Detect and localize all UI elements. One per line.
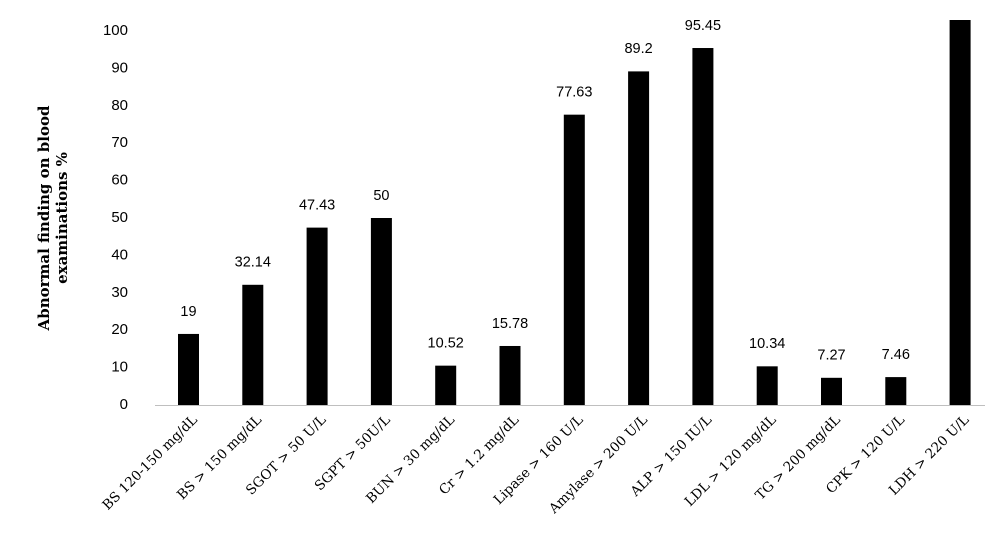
bars <box>178 20 971 405</box>
y-tick-label: 20 <box>111 321 128 338</box>
bar <box>435 365 457 405</box>
y-axis-title-line: examinations % <box>53 152 71 284</box>
y-tick-label: 0 <box>120 396 128 413</box>
bar <box>885 377 907 405</box>
y-axis-title-line: Abnormal finding on blood <box>35 105 53 331</box>
data-label: 15.78 <box>492 316 528 332</box>
bar <box>628 71 650 405</box>
data-label: 10.52 <box>428 335 464 351</box>
bar <box>370 218 392 405</box>
bar <box>692 48 714 405</box>
data-label: 10.34 <box>749 336 785 352</box>
y-tick-label: 60 <box>111 172 128 189</box>
y-tick-label: 100 <box>103 22 128 39</box>
data-label: 32.14 <box>235 255 271 271</box>
bar <box>563 114 585 405</box>
data-label: 77.63 <box>556 84 592 100</box>
y-tick-label: 50 <box>111 209 128 226</box>
bar <box>821 377 842 405</box>
y-axis-ticks: 0 10 20 30 40 50 60 70 80 90 100 <box>103 22 128 413</box>
y-tick-label: 30 <box>111 284 128 301</box>
y-tick-label: 70 <box>111 134 128 151</box>
data-label: 50 <box>373 188 389 204</box>
data-label: 47.43 <box>299 197 335 213</box>
data-labels: 19 32.14 47.43 50 10.52 15.78 77.63 89.2 95.45 10… <box>180 18 909 364</box>
data-label: 89.2 <box>624 41 652 57</box>
bar <box>306 227 328 405</box>
bar <box>178 333 199 405</box>
y-tick-label: 80 <box>111 97 128 114</box>
data-label: 95.45 <box>685 18 721 34</box>
y-tick-label: 90 <box>111 59 128 76</box>
data-label: 7.27 <box>817 348 845 364</box>
bar <box>499 345 521 405</box>
bar <box>242 284 264 405</box>
bar <box>949 20 971 405</box>
y-axis-label: Abnormal finding on blood examinations % <box>35 105 71 331</box>
y-tick-label: 40 <box>111 246 128 263</box>
data-label: 7.46 <box>882 347 910 363</box>
y-tick-label: 10 <box>111 359 128 376</box>
data-label: 19 <box>180 304 196 320</box>
bar <box>756 366 778 405</box>
